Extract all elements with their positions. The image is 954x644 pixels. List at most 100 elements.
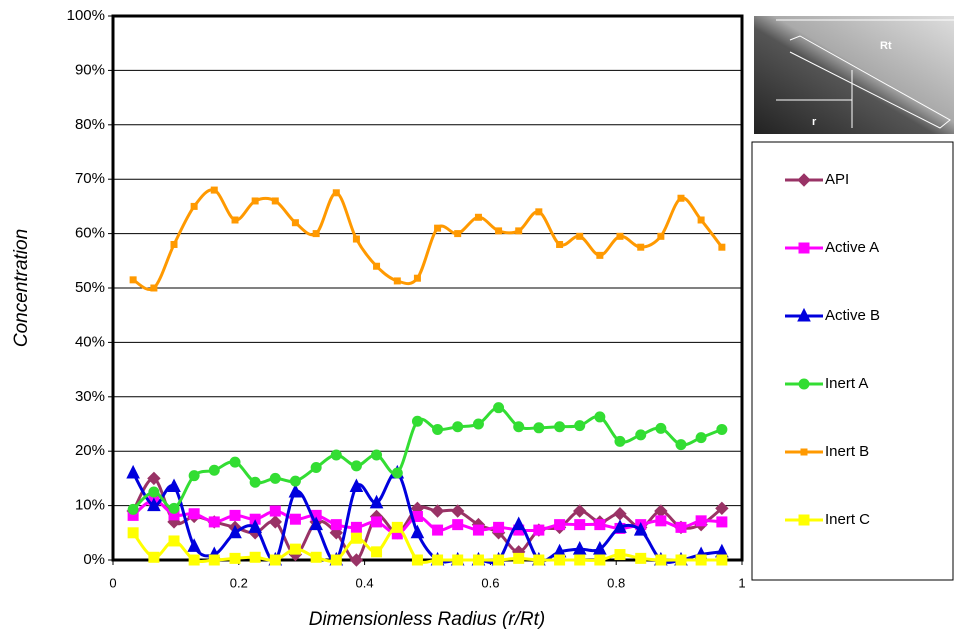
x-tick-label: 0 — [109, 575, 116, 590]
marker — [248, 519, 262, 533]
marker — [229, 552, 241, 564]
marker — [251, 197, 259, 205]
marker — [391, 467, 403, 479]
marker — [229, 456, 241, 468]
marker — [208, 516, 220, 528]
plot-frame — [111, 14, 744, 562]
marker — [330, 519, 342, 531]
x-tick-label: 1 — [738, 575, 745, 590]
legend-label: API — [825, 171, 849, 188]
marker — [289, 543, 301, 555]
marker — [493, 521, 505, 533]
marker — [695, 554, 707, 566]
series-line — [131, 525, 722, 564]
marker — [593, 541, 607, 555]
marker — [716, 554, 728, 566]
marker — [188, 554, 200, 566]
series-line — [132, 188, 724, 291]
marker — [167, 478, 181, 493]
marker — [269, 505, 281, 517]
marker — [574, 420, 586, 432]
inset-label: Rt — [880, 40, 892, 52]
marker — [269, 554, 281, 566]
marker — [677, 194, 685, 202]
marker — [495, 227, 503, 235]
marker — [472, 524, 484, 536]
marker — [572, 541, 587, 555]
photo — [754, 16, 954, 134]
marker — [511, 516, 526, 531]
marker — [411, 415, 423, 427]
y-tick-label: 20% — [75, 442, 105, 459]
marker — [349, 478, 364, 493]
legend-label: Active B — [825, 307, 880, 324]
x-axis-label: Dimensionless Radius (r/Rt) — [309, 609, 546, 630]
marker — [352, 235, 360, 243]
marker — [350, 532, 362, 544]
marker — [208, 554, 220, 566]
marker — [594, 554, 606, 566]
marker — [798, 514, 810, 526]
series-line — [131, 471, 723, 565]
marker — [434, 224, 442, 232]
marker — [798, 378, 810, 390]
marker — [454, 230, 462, 238]
marker — [535, 208, 543, 216]
marker — [271, 197, 279, 205]
marker — [513, 552, 525, 564]
marker — [554, 519, 566, 531]
marker — [208, 464, 220, 476]
marker — [190, 202, 198, 210]
marker — [147, 497, 161, 512]
marker — [411, 554, 423, 566]
marker — [432, 524, 444, 536]
marker — [513, 421, 525, 433]
legend-box — [751, 141, 954, 581]
marker — [410, 524, 425, 539]
legend-label: Inert A — [825, 375, 868, 392]
marker — [472, 554, 484, 566]
y-tick-label: 30% — [75, 388, 105, 405]
marker — [654, 504, 668, 518]
y-axis-label: Concentration — [11, 229, 32, 347]
marker — [413, 274, 421, 282]
marker — [269, 472, 281, 484]
marker — [633, 521, 648, 536]
marker — [697, 216, 705, 224]
legend-label: Inert C — [825, 511, 870, 528]
marker — [289, 513, 301, 525]
marker — [614, 549, 626, 561]
marker — [371, 449, 383, 461]
marker — [655, 554, 667, 566]
marker — [472, 418, 484, 430]
series-line — [132, 406, 723, 511]
marker — [800, 448, 808, 456]
photo-outline — [789, 35, 951, 129]
marker — [573, 504, 587, 518]
x-tick-label: 0.2 — [230, 575, 248, 590]
marker — [613, 507, 627, 521]
marker — [655, 515, 667, 527]
marker — [614, 435, 626, 447]
marker — [332, 189, 340, 197]
marker — [147, 471, 161, 486]
marker — [613, 519, 627, 533]
marker — [554, 554, 566, 566]
y-tick-label: 0% — [83, 551, 105, 568]
marker — [310, 551, 322, 563]
marker — [533, 422, 545, 434]
marker — [268, 515, 282, 529]
marker — [675, 521, 687, 533]
marker — [655, 422, 667, 434]
marker — [798, 242, 810, 254]
marker — [188, 470, 200, 482]
marker — [330, 449, 342, 461]
legend-label: Inert B — [825, 443, 869, 460]
marker — [493, 402, 505, 414]
marker — [312, 230, 320, 238]
marker — [576, 232, 584, 240]
marker — [594, 411, 606, 423]
marker — [127, 503, 139, 515]
marker — [596, 251, 604, 259]
